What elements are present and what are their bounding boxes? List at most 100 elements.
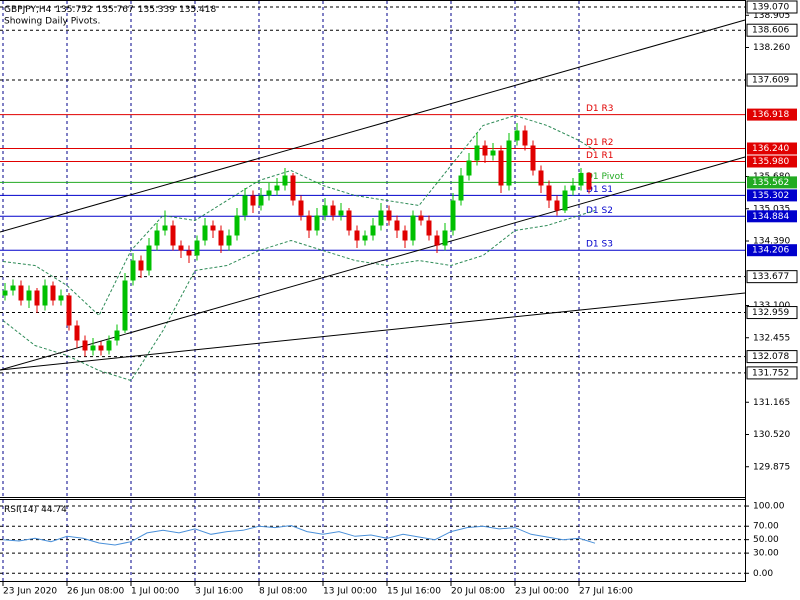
candle-body: [298, 200, 304, 216]
candle-body: [234, 215, 240, 236]
candle-body: [522, 130, 528, 146]
candle-body: [562, 190, 568, 211]
pivot-label: 135.980: [752, 157, 789, 167]
level-label-box: [746, 350, 798, 364]
candle-body: [162, 225, 168, 231]
candle-body: [34, 290, 40, 306]
level-label-box: [746, 23, 798, 37]
rsi-y-tick-label: 100.00: [753, 502, 785, 512]
level-label: 139.070: [752, 3, 789, 13]
level-label-box: [746, 366, 798, 380]
candle-body: [194, 240, 200, 256]
candle-body: [482, 145, 488, 156]
candle-body: [418, 215, 424, 221]
candle-body: [226, 235, 232, 246]
rsi-y-tick-label: 70.00: [753, 522, 779, 532]
pivot-name: D1 R1: [586, 151, 614, 161]
pivot-label: 135.302: [752, 191, 789, 201]
level-label: 132.959: [752, 308, 789, 318]
y-tick-label: 133.100: [753, 301, 790, 311]
candle-body: [434, 235, 440, 246]
pivot-label-box: [747, 108, 797, 121]
y-tick-label: 132.455: [753, 333, 790, 343]
pivot-label-box: [747, 210, 797, 223]
candle-body: [538, 170, 544, 186]
candle-body: [546, 185, 552, 201]
chart-title: GBPJPY,H4: [4, 5, 52, 15]
candle-body: [10, 285, 16, 291]
level-label-box: [746, 73, 798, 87]
pivot-label: 136.918: [752, 110, 789, 120]
level-label: 132.078: [752, 352, 789, 362]
candle-body: [138, 260, 144, 271]
candle-body: [154, 230, 160, 246]
pivot-name: D1 S2: [586, 206, 613, 216]
y-tick-label: 138.260: [753, 43, 790, 53]
candle-body: [106, 340, 112, 351]
candle-body: [114, 330, 120, 341]
low-value: 135.339: [138, 5, 175, 15]
pivot-label: 134.206: [752, 246, 789, 256]
pivot-label: 136.240: [752, 144, 789, 154]
x-tick-label: 27 Jul 16:00: [579, 587, 633, 597]
candle-body: [466, 160, 472, 176]
candle-body: [410, 215, 416, 241]
rsi-y-tick-label: 50.00: [753, 535, 779, 545]
y-tick-label: 134.390: [753, 237, 790, 247]
candle-body: [442, 230, 448, 246]
candle-body: [274, 185, 280, 191]
candle-body: [338, 210, 344, 216]
candle-body: [426, 220, 432, 236]
envelope-upper: [2, 114, 596, 317]
y-tick-label: 129.875: [753, 462, 790, 472]
candle-body: [250, 195, 256, 206]
x-tick-label: 1 Jul 00:00: [131, 587, 180, 597]
level-label-box: [746, 306, 798, 320]
candle-body: [370, 225, 376, 236]
candle-body: [450, 200, 456, 231]
level-label: 133.677: [752, 272, 789, 282]
candle-body: [498, 150, 504, 186]
x-tick-label: 8 Jul 08:00: [259, 587, 308, 597]
candle-body: [186, 250, 192, 256]
candle-body: [330, 205, 336, 216]
candle-body: [506, 140, 512, 186]
candle-body: [26, 290, 32, 301]
candle-body: [210, 225, 216, 231]
x-tick-label: 20 Jul 08:00: [451, 587, 505, 597]
candle-body: [202, 225, 208, 241]
x-tick-label: 15 Jul 16:00: [387, 587, 441, 597]
x-tick-label: 13 Jul 00:00: [323, 587, 377, 597]
chart-header: GBPJPY,H4 135.752 135.767 135.339 135.418: [4, 5, 216, 15]
pivot-name: D1 S3: [586, 240, 613, 250]
envelope-lower: [2, 210, 596, 382]
candle-body: [322, 205, 328, 216]
pivot-label-box: [747, 244, 797, 257]
candle-body: [218, 230, 224, 246]
candle-body: [458, 175, 464, 201]
candle-body: [18, 285, 24, 301]
candle-body: [386, 210, 392, 221]
pivot-name: D1 R3: [586, 104, 614, 114]
candle-body: [570, 185, 576, 191]
candle-body: [122, 280, 128, 331]
pivot-label-box: [747, 189, 797, 202]
level-label-box: [746, 270, 798, 284]
pivot-label-box: [747, 176, 797, 189]
candle-body: [90, 345, 96, 351]
candle-body: [266, 190, 272, 196]
candle-body: [394, 220, 400, 231]
candle-body: [146, 245, 152, 271]
candle-body: [578, 172, 584, 186]
candle-body: [530, 145, 536, 171]
candle-body: [514, 130, 520, 141]
rsi-y-tick-label: 30.00: [753, 549, 779, 559]
rsi-line: [2, 524, 596, 546]
candle-body: [178, 245, 184, 251]
plot-layer: D1 R3 D1 R2 D1 R1 D1 Pivot D1 S1 D1 S2 D1 S3: [0, 1, 746, 581]
open-value: 135.752: [55, 5, 92, 15]
level-label: 137.609: [752, 76, 789, 86]
close-value: 135.418: [179, 5, 216, 15]
pivot-label: 134.884: [752, 212, 789, 222]
